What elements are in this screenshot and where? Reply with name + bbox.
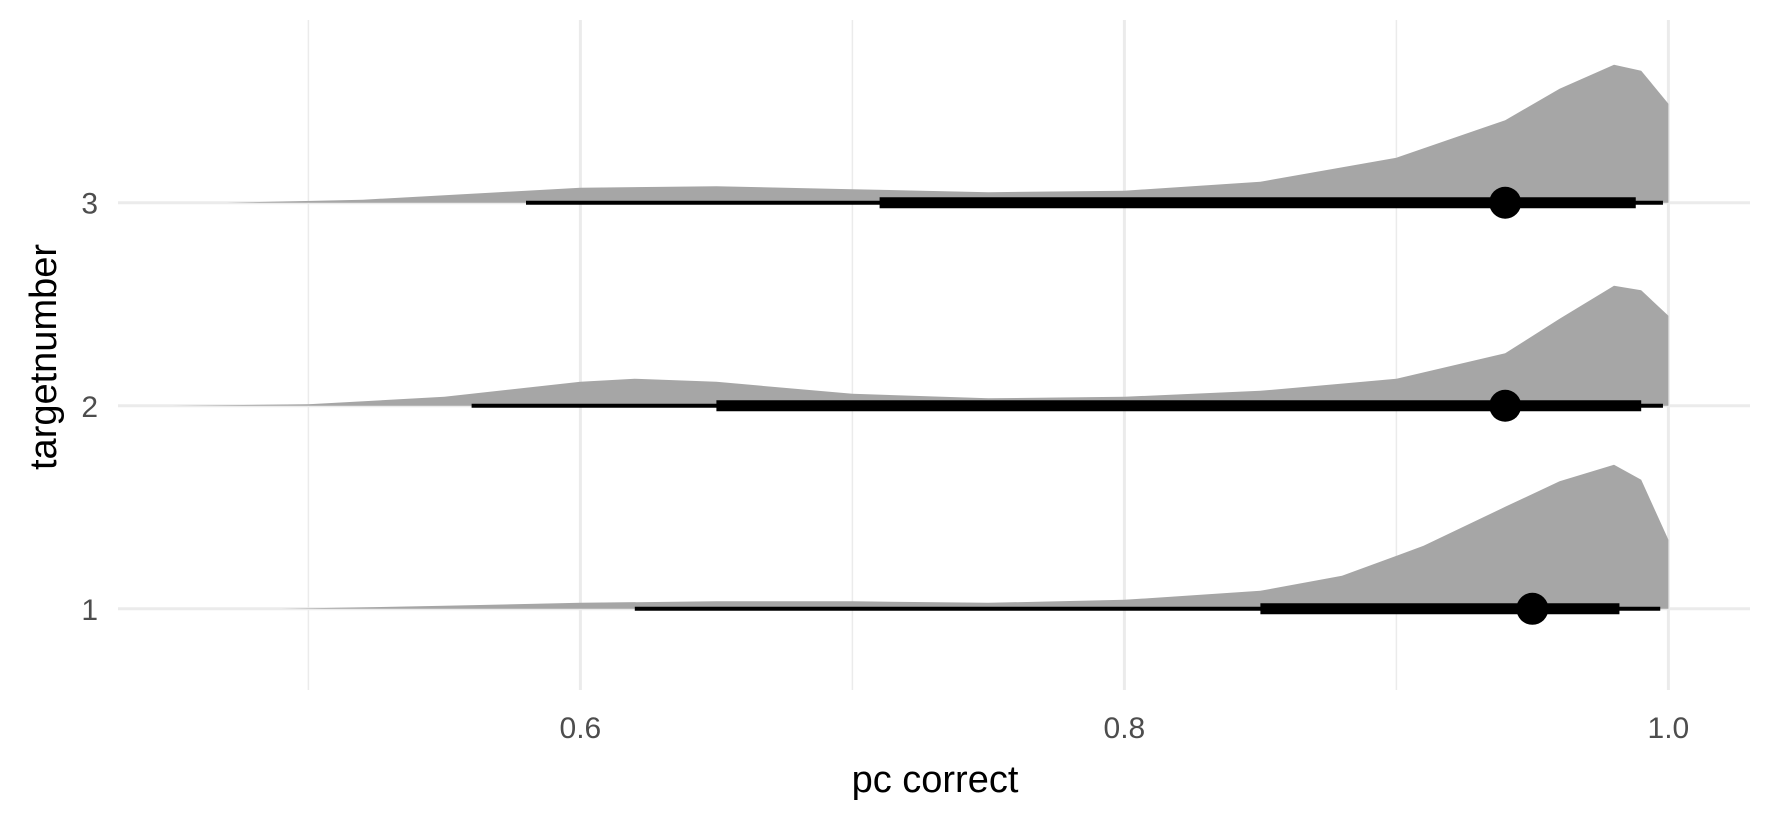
x-tick-label: 1.0	[1648, 712, 1690, 745]
x-tick-label: 0.6	[560, 712, 602, 745]
point-estimate-1	[1516, 592, 1549, 625]
point-estimate-2	[1489, 389, 1522, 422]
y-tick-label: 1	[81, 594, 98, 627]
y-axis-title: targetnumber	[23, 244, 65, 470]
density-slab-3	[226, 64, 1669, 203]
density-slab-2	[172, 285, 1669, 406]
x-tick-label: 0.8	[1104, 712, 1146, 745]
x-axis-title: pc correct	[852, 759, 1019, 801]
series-layer	[172, 64, 1669, 625]
y-tick-label: 3	[81, 188, 98, 221]
label-layer: 0.6 0.8 1.0 1 2 3	[81, 188, 1689, 745]
point-estimate-3	[1489, 186, 1522, 219]
density-slab-1	[281, 464, 1669, 609]
y-tick-label: 2	[81, 391, 98, 424]
